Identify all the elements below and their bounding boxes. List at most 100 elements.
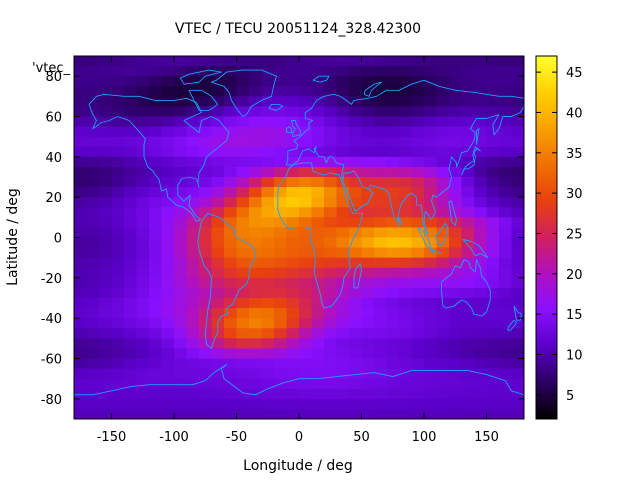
heatmap-cell [286, 187, 300, 198]
heatmap-cell [224, 318, 238, 329]
heatmap-cell [361, 66, 375, 77]
heatmap-cell [399, 106, 413, 118]
heatmap-cell [374, 156, 388, 168]
heatmap-cell [311, 227, 325, 239]
heatmap-cell [86, 368, 100, 380]
heatmap-cell [499, 126, 513, 138]
heatmap-cell [349, 257, 363, 269]
heatmap-cell [236, 298, 250, 309]
heatmap-cell [311, 308, 325, 319]
heatmap-cell [474, 338, 488, 350]
heatmap-cell [161, 106, 175, 118]
coastline-iceland [268, 103, 284, 111]
heatmap-cell [99, 146, 113, 158]
heatmap-cell [74, 378, 88, 390]
heatmap-cell [411, 136, 425, 148]
heatmap-cell [274, 247, 288, 259]
heatmap-cell [161, 358, 175, 370]
heatmap-cell [111, 237, 125, 249]
heatmap-cell [224, 237, 238, 249]
heatmap-cell [311, 277, 325, 289]
heatmap-cell [324, 338, 338, 350]
heatmap-cell [474, 348, 488, 360]
heatmap-cell [474, 328, 488, 339]
heatmap-cell [511, 187, 524, 198]
heatmap-cell [336, 136, 350, 148]
heatmap-cell [261, 136, 275, 148]
heatmap-cell [199, 247, 213, 259]
heatmap-cell [149, 207, 163, 218]
heatmap-cell [424, 177, 438, 188]
heatmap-cell [86, 328, 100, 339]
heatmap-cell [74, 398, 88, 410]
heatmap-cell [274, 267, 288, 279]
heatmap-cell [449, 126, 463, 138]
heatmap-cell [124, 237, 138, 249]
heatmap-cell [199, 318, 213, 329]
y-axis: -80 -60 -40 -20 0 20 40 60 80 [41, 70, 524, 408]
chart-title: VTEC / TECU 20051124_328.42300 [175, 21, 421, 37]
heatmap-cell [86, 408, 100, 419]
heatmap-cell [199, 177, 213, 188]
heatmap-cell [199, 257, 213, 269]
heatmap-cell [136, 166, 150, 178]
heatmap-cell [511, 348, 524, 360]
heatmap-cell [211, 287, 225, 299]
heatmap-cell [436, 287, 450, 299]
heatmap-cell [299, 348, 313, 360]
heatmap-cell [161, 197, 175, 208]
heatmap-cell [211, 348, 225, 360]
heatmap-cell [361, 267, 375, 279]
heatmap-cell [136, 187, 150, 198]
heatmap-cell [299, 76, 313, 87]
heatmap-cell [99, 106, 113, 118]
heatmap-cell [99, 398, 113, 410]
heatmap-cell [311, 298, 325, 309]
heatmap-cell [86, 96, 100, 108]
heatmap-cell [86, 187, 100, 198]
heatmap-cell [224, 277, 238, 289]
heatmap-cell [124, 277, 138, 289]
heatmap-cell [486, 136, 500, 148]
heatmap-cell [274, 227, 288, 239]
heatmap-cell [511, 358, 524, 370]
heatmap-cell [199, 388, 213, 400]
heatmap-cell [249, 207, 263, 218]
heatmap-cell [286, 287, 300, 299]
heatmap-cell [86, 378, 100, 390]
heatmap-cell [336, 358, 350, 370]
heatmap-cell [286, 247, 300, 259]
heatmap-cell [499, 257, 513, 269]
heatmap-cell [274, 388, 288, 400]
heatmap-cell [111, 358, 125, 370]
heatmap-cell [411, 197, 425, 208]
heatmap-cell [174, 398, 188, 410]
heatmap-cell [161, 146, 175, 158]
heatmap-cell [511, 308, 524, 319]
heatmap-cell [136, 217, 150, 229]
heatmap-cell [186, 217, 200, 229]
heatmap-cell [399, 408, 413, 419]
heatmap-cell [474, 106, 488, 118]
heatmap-cell [286, 338, 300, 350]
heatmap-cell [311, 66, 325, 77]
heatmap-cell [236, 156, 250, 168]
heatmap-cell [124, 287, 138, 299]
heatmap-cell [424, 136, 438, 148]
heatmap-cell [136, 338, 150, 350]
heatmap-cell [286, 358, 300, 370]
heatmap-cell [174, 298, 188, 309]
heatmap-cell [211, 156, 225, 168]
heatmap-cell [261, 177, 275, 188]
heatmap-cell [411, 308, 425, 319]
heatmap-cell [436, 368, 450, 380]
heatmap-cell [449, 308, 463, 319]
heatmap-cell [374, 408, 388, 419]
heatmap-cell [399, 277, 413, 289]
heatmap-cell [424, 408, 438, 419]
heatmap-cell [424, 348, 438, 360]
heatmap-cell [161, 247, 175, 259]
heatmap-cell [211, 146, 225, 158]
heatmap-cell [436, 298, 450, 309]
heatmap-cell [511, 388, 524, 400]
